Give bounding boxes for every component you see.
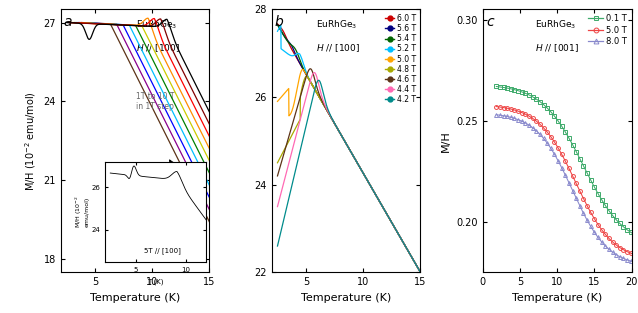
Text: EuRhGe$_3$: EuRhGe$_3$ [535, 19, 576, 31]
Text: 1T to 10 T
in 1T step: 1T to 10 T in 1T step [137, 92, 175, 111]
Legend: 0.1 T, 5.0 T, 8.0 T: 0.1 T, 5.0 T, 8.0 T [588, 13, 627, 47]
Text: $H$ // [001]: $H$ // [001] [535, 43, 579, 54]
Text: a: a [64, 15, 72, 29]
Text: c: c [486, 15, 494, 29]
Text: $H$ // [100]: $H$ // [100] [137, 43, 181, 54]
Legend: 6.0 T, 5.6 T, 5.4 T, 5.2 T, 5.0 T, 4.8 T, 4.6 T, 4.4 T, 4.2 T: 6.0 T, 5.6 T, 5.4 T, 5.2 T, 5.0 T, 4.8 T… [385, 13, 417, 105]
Text: EuRhGe$_3$: EuRhGe$_3$ [316, 19, 358, 31]
X-axis label: Temperature (K): Temperature (K) [301, 293, 391, 303]
X-axis label: Temperature (K): Temperature (K) [90, 293, 180, 303]
Text: EuRhGe$_3$: EuRhGe$_3$ [137, 19, 178, 31]
Text: b: b [275, 15, 283, 29]
Y-axis label: M/H (10$^{-2}$ emu/mol): M/H (10$^{-2}$ emu/mol) [23, 91, 38, 191]
Text: $H$ // [100]: $H$ // [100] [316, 43, 360, 54]
Y-axis label: M/H: M/H [441, 130, 451, 152]
X-axis label: Temperature (K): Temperature (K) [512, 293, 602, 303]
